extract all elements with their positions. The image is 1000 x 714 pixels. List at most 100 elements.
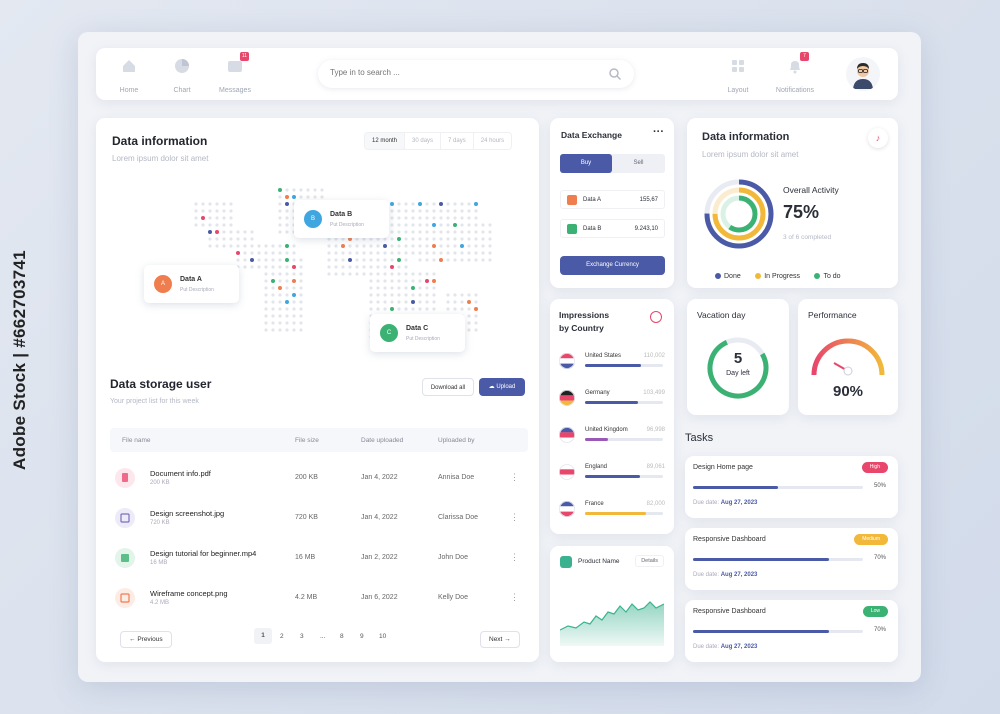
- map-dot: [362, 251, 366, 255]
- more-icon[interactable]: ···: [653, 126, 664, 138]
- map-dot: [229, 230, 233, 234]
- previous-button[interactable]: ← Previous: [120, 631, 172, 648]
- map-dot: [292, 272, 296, 276]
- nav-chart[interactable]: Chart: [157, 56, 207, 97]
- search-input[interactable]: [330, 68, 590, 77]
- map-dot: [292, 307, 296, 311]
- exchange-item-b[interactable]: Data B 9.243,10: [560, 219, 665, 238]
- country-row[interactable]: United Kingdom 96,998: [559, 425, 665, 449]
- bell-icon[interactable]: ♪: [868, 128, 888, 148]
- map-dot: [299, 314, 303, 318]
- map-dot: [264, 251, 268, 255]
- pin-c-description: Put Description: [406, 336, 440, 342]
- map-dot: [292, 300, 296, 304]
- map-dot: [383, 286, 387, 290]
- table-row[interactable]: Wireframe concept.png 4.2 MB 4.2 MB Jan …: [110, 579, 528, 619]
- map-dot: [341, 258, 345, 262]
- map-dot: [208, 223, 212, 227]
- search-icon[interactable]: [608, 67, 622, 81]
- table-row[interactable]: Design tutorial for beginner.mp4 16 MB 1…: [110, 539, 528, 579]
- page-9[interactable]: 9: [360, 633, 364, 640]
- nav-notifications[interactable]: 7 Notifications: [767, 52, 823, 97]
- map-dot: [446, 244, 450, 248]
- map-dot: [348, 251, 352, 255]
- map-dot: [362, 265, 366, 269]
- map-dot: [243, 265, 247, 269]
- map-dot: [418, 279, 422, 283]
- map-dot: [264, 279, 268, 283]
- map-pin-data-c[interactable]: C Data C Put Description: [370, 314, 465, 352]
- map-pin-data-a[interactable]: A Data A Put Description: [144, 265, 239, 303]
- row-menu-icon[interactable]: ⋮: [510, 512, 519, 522]
- product-area-chart: [560, 601, 664, 646]
- arrow-right-icon: →: [502, 636, 511, 643]
- notifications-badge: 7: [800, 52, 809, 61]
- table-header: File name File size Date uploaded Upload…: [110, 428, 528, 452]
- map-pin-data-b[interactable]: B Data B Put Description: [294, 200, 389, 238]
- range-30-days[interactable]: 30 days: [404, 133, 441, 149]
- search-bar[interactable]: [318, 60, 634, 88]
- sell-tab[interactable]: Sell: [633, 160, 644, 166]
- country-row[interactable]: United States 110,002: [559, 351, 665, 375]
- next-button[interactable]: Next →: [480, 631, 520, 648]
- map-dot: [446, 237, 450, 241]
- country-row[interactable]: England 89,061: [559, 462, 665, 486]
- avatar[interactable]: [846, 57, 880, 91]
- map-dot: [432, 237, 436, 241]
- nav-home[interactable]: Home: [104, 56, 154, 97]
- details-button[interactable]: Details: [635, 555, 664, 567]
- map-dot: [418, 216, 422, 220]
- range-24-hours[interactable]: 24 hours: [472, 133, 512, 149]
- range-7-days[interactable]: 7 days: [440, 133, 473, 149]
- map-dot: [418, 209, 422, 213]
- nav-messages[interactable]: 11 Messages: [210, 52, 260, 97]
- map-dot: [383, 279, 387, 283]
- nav-layout[interactable]: Layout: [713, 56, 763, 97]
- country-row[interactable]: France 82,000: [559, 499, 665, 523]
- map-dot: [474, 293, 478, 297]
- map-dot: [341, 237, 345, 241]
- exchange-item-value: 9.243,10: [634, 226, 658, 232]
- map-dot: [404, 230, 408, 234]
- product-icon: [560, 556, 572, 568]
- map-dot: [418, 251, 422, 255]
- map-dot: [229, 202, 233, 206]
- map-dot: [292, 188, 296, 192]
- exchange-currency-button[interactable]: Exchange Currency: [560, 256, 665, 275]
- download-all-button[interactable]: Download all: [422, 378, 474, 396]
- country-row[interactable]: Germany 103,499: [559, 388, 665, 412]
- map-dot: [474, 258, 478, 262]
- task-card[interactable]: Responsive Dashboard Low 70% Due date: A…: [685, 600, 898, 662]
- performance-gauge: [811, 338, 885, 376]
- upload-button[interactable]: ☁ Upload: [479, 378, 525, 396]
- range-12-month[interactable]: 12 month: [365, 133, 405, 149]
- task-card[interactable]: Responsive Dashboard Medium 70% Due date…: [685, 528, 898, 590]
- page-2[interactable]: 2: [280, 633, 284, 640]
- row-menu-icon[interactable]: ⋮: [510, 472, 519, 482]
- map-dot: [439, 230, 443, 234]
- task-card[interactable]: Design Home page High 50% Due date: Aug …: [685, 456, 898, 518]
- buy-tab[interactable]: Buy: [560, 154, 612, 173]
- map-dot: [439, 202, 443, 206]
- row-menu-icon[interactable]: ⋮: [510, 592, 519, 602]
- map-dot: [404, 265, 408, 269]
- map-dot: [327, 251, 331, 255]
- map-dot: [460, 216, 464, 220]
- map-dot: [355, 244, 359, 248]
- map-dot: [460, 293, 464, 297]
- table-row[interactable]: Document info.pdf 200 KB 200 KB Jan 4, 2…: [110, 459, 528, 499]
- map-dot: [222, 237, 226, 241]
- row-menu-icon[interactable]: ⋮: [510, 552, 519, 562]
- map-dot: [341, 272, 345, 276]
- page-8[interactable]: 8: [340, 633, 344, 640]
- page-1[interactable]: 1: [254, 628, 272, 644]
- exchange-item-a[interactable]: Data A 155,67: [560, 190, 665, 209]
- refresh-icon[interactable]: [650, 311, 662, 323]
- map-dot: [418, 293, 422, 297]
- exchange-item-label: Data B: [583, 226, 602, 232]
- impressions-title: Impressions by Country: [559, 309, 609, 335]
- page-3[interactable]: 3: [300, 633, 304, 640]
- table-row[interactable]: Design screenshot.jpg 720 KB 720 KB Jan …: [110, 499, 528, 539]
- page-10[interactable]: 10: [379, 633, 387, 640]
- map-dot: [467, 237, 471, 241]
